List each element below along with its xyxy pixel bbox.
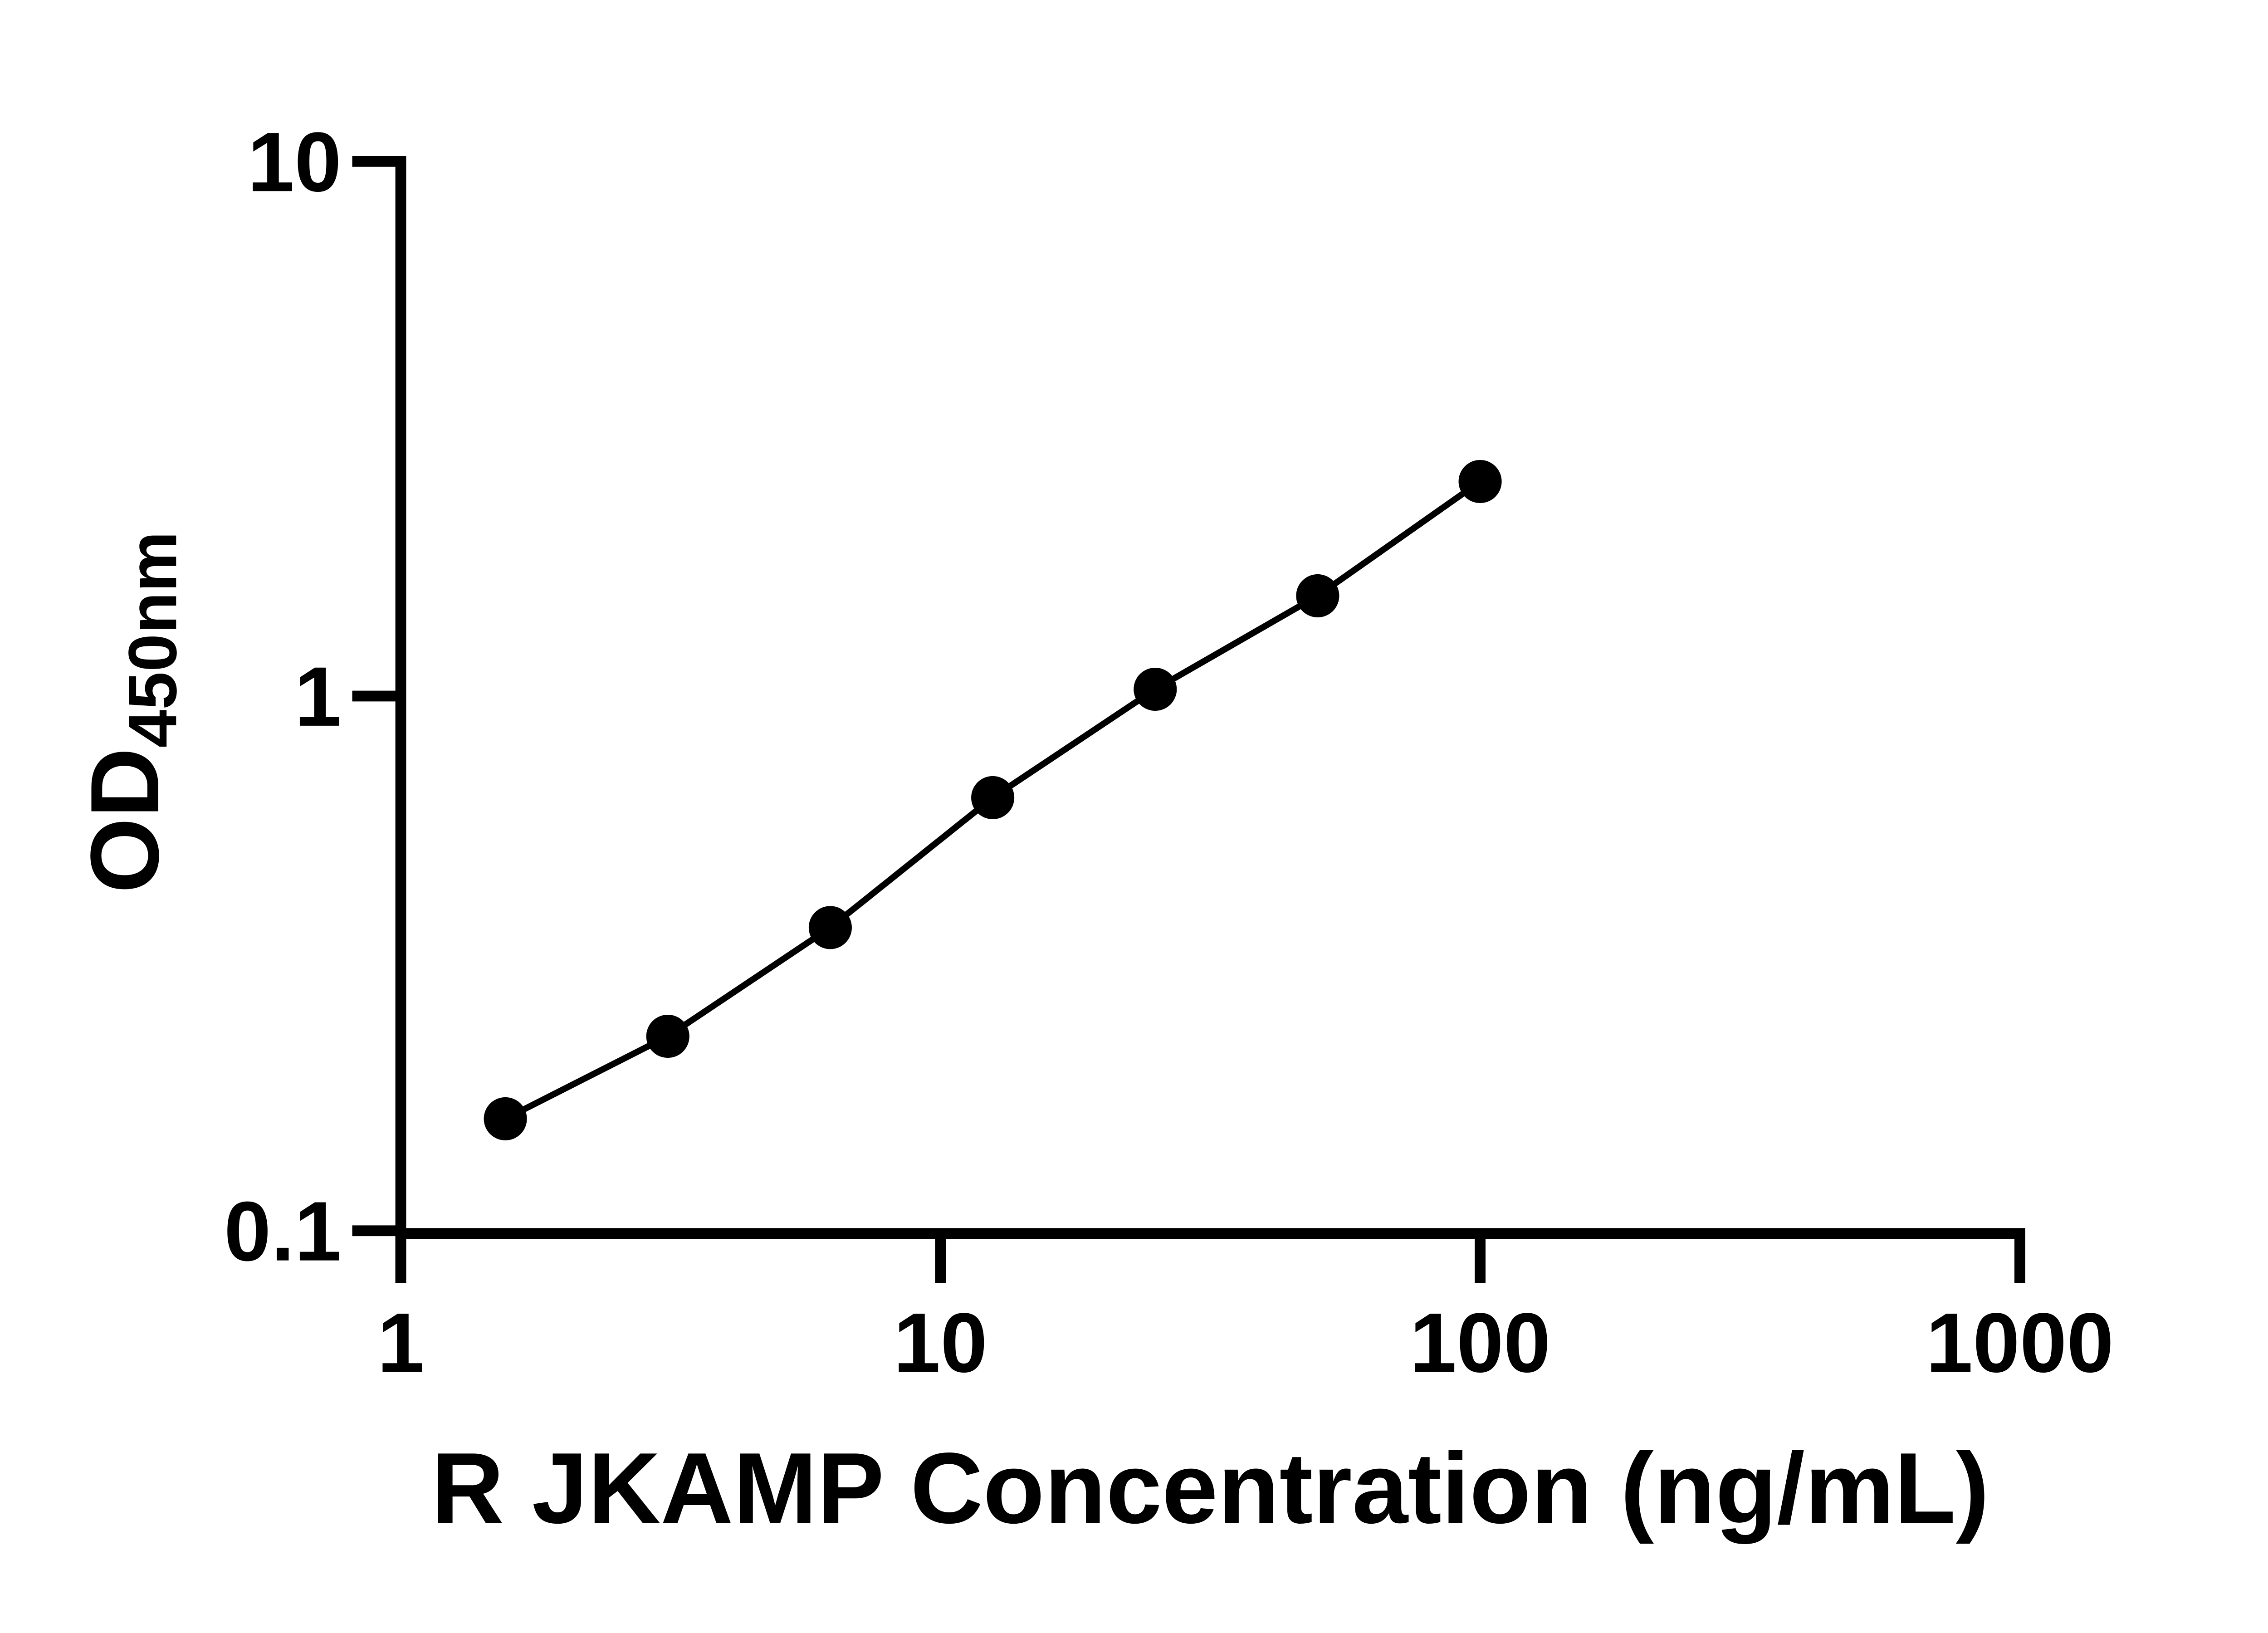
x-tick-label: 100 [1410, 1296, 1551, 1390]
y-axis-title-subscript: 450nm [114, 531, 191, 748]
x-tick-label: 1 [377, 1296, 425, 1390]
data-point [971, 776, 1015, 819]
y-axis-title-main: OD [71, 748, 179, 893]
x-tick-label: 10 [894, 1296, 987, 1390]
data-point [808, 906, 852, 949]
x-tick-label: 1000 [1926, 1296, 2114, 1390]
data-point [1458, 460, 1502, 504]
data-point [484, 1097, 527, 1140]
x-axis-title: R JKAMP Concentration (ng/mL) [431, 1432, 1989, 1545]
data-point [646, 1015, 689, 1058]
data-point [1296, 574, 1339, 618]
y-tick-label: 1 [294, 650, 342, 744]
y-tick-label: 10 [248, 115, 342, 209]
data-point [1134, 667, 1177, 711]
y-axis-title: OD450nm [71, 531, 191, 893]
y-tick-label: 0.1 [224, 1184, 342, 1279]
